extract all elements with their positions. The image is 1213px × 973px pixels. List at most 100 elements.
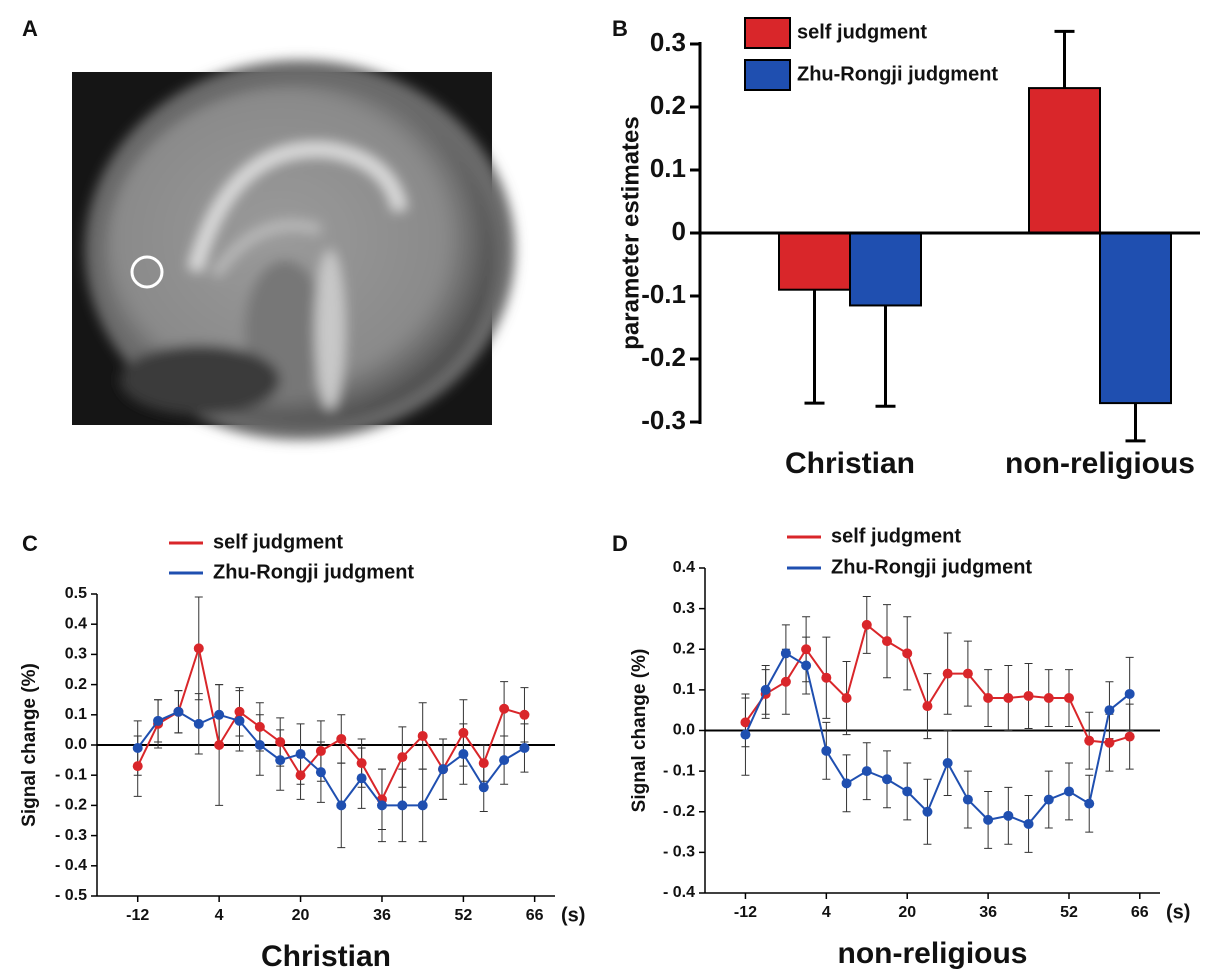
- data-point: [1124, 731, 1135, 742]
- data-point: [1124, 688, 1135, 699]
- bar: [849, 232, 922, 307]
- data-point: [841, 693, 852, 703]
- data-point: [234, 715, 245, 726]
- bar: [1099, 232, 1172, 405]
- legend-label: Zhu-Rongji judgment: [831, 556, 1032, 578]
- legend-swatch: [744, 17, 791, 49]
- data-point: [942, 668, 953, 679]
- data-point: [861, 619, 872, 630]
- y-tick-label: 0.2: [650, 90, 686, 120]
- data-point: [882, 774, 892, 785]
- data-point: [801, 660, 812, 671]
- data-point: [417, 800, 428, 811]
- panel-label: B: [612, 16, 628, 41]
- x-tick-label: -12: [734, 904, 757, 921]
- y-tick-label: - 0.4: [663, 884, 695, 901]
- data-point: [356, 758, 367, 769]
- data-point: [1023, 690, 1034, 701]
- x-tick-label: 66: [1131, 904, 1149, 921]
- data-point: [519, 743, 530, 754]
- y-tick-label: 0.4: [65, 615, 87, 632]
- error-bar: [804, 289, 825, 405]
- y-tick-label: - 0.1: [663, 762, 695, 779]
- brain-image: [72, 60, 515, 440]
- data-point: [397, 800, 408, 811]
- data-point: [315, 767, 326, 778]
- x-axis-label: non-religious: [838, 937, 1028, 970]
- data-point: [740, 717, 751, 728]
- series-line: [744, 651, 1131, 826]
- y-axis-label: Signal change (%): [19, 663, 40, 827]
- data-point: [356, 773, 367, 784]
- data-point: [780, 676, 791, 687]
- data-point: [760, 684, 771, 695]
- data-point: [254, 721, 265, 732]
- bar: [1028, 87, 1101, 234]
- x-tick-label: 52: [1060, 904, 1078, 921]
- y-tick-label: - 0.1: [55, 766, 87, 783]
- x-tick-label: 20: [292, 907, 310, 924]
- y-tick-label: 0.3: [65, 646, 87, 663]
- y-tick-label: 0.1: [673, 681, 695, 698]
- data-point: [193, 718, 204, 729]
- y-tick-label: 0.3: [673, 600, 695, 617]
- x-tick-label: 20: [898, 904, 916, 921]
- y-tick-label: 0.1: [65, 706, 87, 723]
- data-point: [821, 672, 832, 683]
- x-tick-label: non-religious: [1005, 447, 1195, 480]
- data-point: [458, 727, 469, 738]
- bar: [778, 232, 851, 291]
- error-bar: [1054, 29, 1075, 89]
- y-tick-label: - 0.5: [55, 887, 87, 904]
- data-point: [1023, 818, 1034, 829]
- data-point: [214, 709, 225, 720]
- data-point: [295, 770, 306, 781]
- x-tick-label: 66: [526, 907, 544, 924]
- panel-label: C: [22, 531, 38, 556]
- series-line: [744, 623, 1130, 744]
- data-point: [821, 745, 832, 756]
- y-tick-label: 0.4: [673, 559, 695, 576]
- y-tick-label: 0: [672, 216, 686, 246]
- data-point: [315, 746, 326, 757]
- data-point: [1064, 693, 1074, 703]
- data-point: [254, 740, 265, 750]
- x-tick-label: 4: [215, 907, 224, 924]
- data-point: [132, 761, 143, 772]
- data-point: [153, 715, 164, 726]
- data-point: [902, 648, 913, 659]
- data-point: [458, 749, 469, 760]
- x-tick-label: Christian: [785, 447, 915, 480]
- data-point: [841, 778, 852, 789]
- data-point: [1064, 786, 1074, 797]
- data-point: [780, 648, 791, 659]
- data-point: [234, 706, 245, 717]
- y-tick-label: -0.1: [641, 279, 686, 309]
- data-point: [438, 764, 449, 775]
- data-point: [962, 794, 973, 805]
- data-point: [902, 786, 913, 797]
- data-point: [417, 730, 428, 741]
- data-point: [478, 782, 489, 793]
- data-point: [882, 636, 892, 647]
- x-tick-label: 4: [822, 904, 831, 921]
- x-tick-label: 52: [455, 907, 473, 924]
- data-point: [132, 743, 143, 754]
- data-point: [922, 806, 933, 817]
- legend-swatch: [744, 59, 791, 91]
- data-point: [214, 740, 225, 750]
- legend-label: Zhu-Rongji judgment: [213, 561, 414, 583]
- y-tick-label: 0.2: [673, 640, 695, 657]
- x-tick-label: -12: [126, 907, 149, 924]
- data-point: [499, 755, 510, 766]
- y-tick-label: - 0.2: [663, 803, 695, 820]
- data-point: [193, 643, 204, 654]
- data-point: [1043, 693, 1054, 703]
- y-tick-label: 0.1: [650, 153, 686, 183]
- x-unit: (s): [1166, 901, 1190, 923]
- legend-label: Zhu-Rongji judgment: [797, 63, 998, 85]
- y-tick-label: -0.3: [641, 405, 686, 435]
- data-point: [376, 800, 387, 811]
- error-bar: [875, 305, 896, 408]
